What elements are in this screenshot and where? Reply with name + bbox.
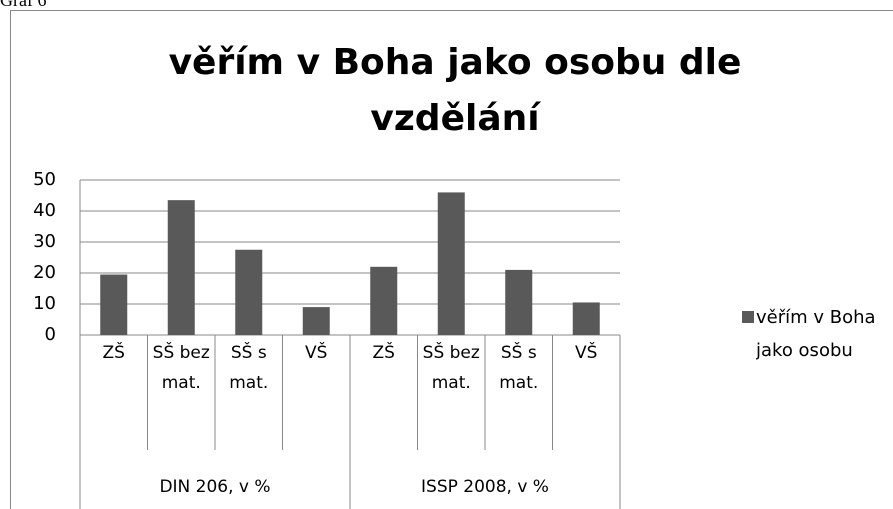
group-label-box: DIN 206, v % xyxy=(159,477,271,497)
x-tick-label-box: ZŠ xyxy=(102,343,125,363)
y-tick-label: 50 xyxy=(33,169,56,190)
x-tick-label-box: SŠ bez mat. xyxy=(422,343,480,393)
bar xyxy=(100,274,128,335)
x-tick-label: SŠ s mat. xyxy=(499,343,539,393)
y-tick-label: 30 xyxy=(33,231,56,252)
bar xyxy=(302,307,330,335)
bar xyxy=(437,192,465,335)
legend-label-box: věřím v Boha jako osobu xyxy=(756,307,876,361)
y-tick-label: 20 xyxy=(33,262,56,283)
x-tick-label: VŠ xyxy=(575,343,598,363)
bar xyxy=(370,266,398,335)
x-tick-label: SŠ bez mat. xyxy=(422,343,480,393)
title-box: věřím v Boha jako osobu dle vzdělání xyxy=(168,42,742,139)
x-tick-label-box: SŠ s mat. xyxy=(229,343,269,393)
x-tick-label: ZŠ xyxy=(102,343,125,363)
x-tick-label-box: ZŠ xyxy=(372,343,395,363)
group-label: DIN 206, v % xyxy=(159,477,271,497)
bar xyxy=(167,200,195,335)
bar xyxy=(572,302,600,335)
x-tick-label: VŠ xyxy=(305,343,328,363)
chart-frame xyxy=(10,10,893,509)
chart-title: věřím v Boha jako osobu dle vzdělání xyxy=(168,42,742,139)
x-tick-label: SŠ bez mat. xyxy=(152,343,210,393)
caption: Graf 6 xyxy=(0,0,46,10)
x-tick-label-box: SŠ bez mat. xyxy=(152,343,210,393)
group-label: ISSP 2008, v % xyxy=(421,477,549,497)
y-tick-label: 0 xyxy=(45,324,56,345)
y-tick-label: 10 xyxy=(33,293,56,314)
bar xyxy=(235,249,263,335)
x-tick-label-box: VŠ xyxy=(305,343,328,363)
group-label-box: ISSP 2008, v % xyxy=(421,477,549,497)
y-tick-label: 40 xyxy=(33,200,56,221)
legend-label: věřím v Boha jako osobu xyxy=(756,307,876,361)
legend-swatch xyxy=(742,311,754,323)
x-tick-label-box: VŠ xyxy=(575,343,598,363)
bar xyxy=(505,269,533,335)
x-tick-label-box: SŠ s mat. xyxy=(499,343,539,393)
x-tick-label: ZŠ xyxy=(372,343,395,363)
x-tick-label: SŠ s mat. xyxy=(229,343,269,393)
